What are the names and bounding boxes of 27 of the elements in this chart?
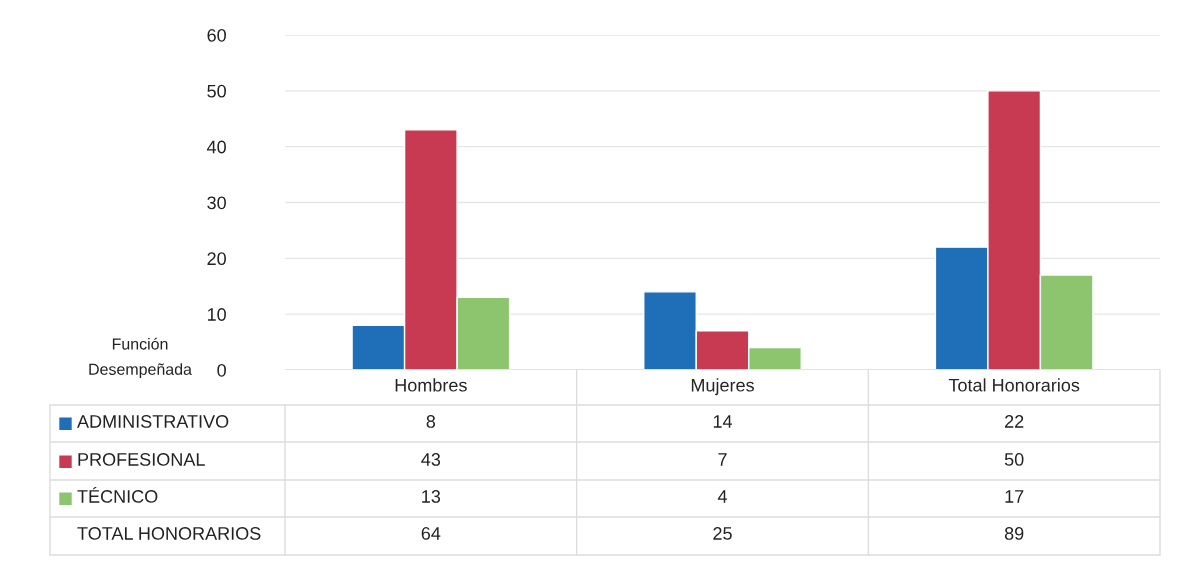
- y-tick-label: 50: [207, 84, 226, 98]
- data-label: 8: [426, 415, 436, 428]
- data-label: 22: [1005, 415, 1024, 428]
- y-tick-label: 30: [207, 196, 226, 210]
- data-label: 14: [713, 415, 733, 428]
- data-label: 50: [1004, 453, 1024, 466]
- x-tick-label: Total Honorarios: [948, 378, 1080, 392]
- data-label: 17: [1005, 490, 1024, 503]
- data-label: 4: [717, 490, 727, 503]
- text: 25: [713, 527, 732, 540]
- y-tick-label: 0: [217, 363, 226, 377]
- y-tick-label: 60: [207, 28, 226, 42]
- data-label: 7: [718, 453, 727, 466]
- legend-label: PROFESIONAL: [78, 453, 205, 466]
- y-tick-label: 20: [207, 252, 226, 266]
- data-label: 13: [422, 490, 441, 503]
- text: 64: [421, 527, 441, 540]
- text: TOTAL HONORARIOS: [77, 527, 261, 540]
- y-tick-label: 10: [207, 308, 226, 321]
- x-tick-label: Hombres: [395, 378, 467, 392]
- text: 89: [1004, 527, 1024, 540]
- legend-title: Función Desempeñada: [89, 337, 192, 379]
- data-label: 43: [421, 453, 441, 466]
- legend-label: ADMINISTRATIVO: [77, 415, 229, 428]
- legend-label: TÉCNICO: [77, 487, 158, 503]
- x-tick-label: Mujeres: [691, 378, 754, 396]
- y-tick-label: 40: [207, 140, 226, 154]
